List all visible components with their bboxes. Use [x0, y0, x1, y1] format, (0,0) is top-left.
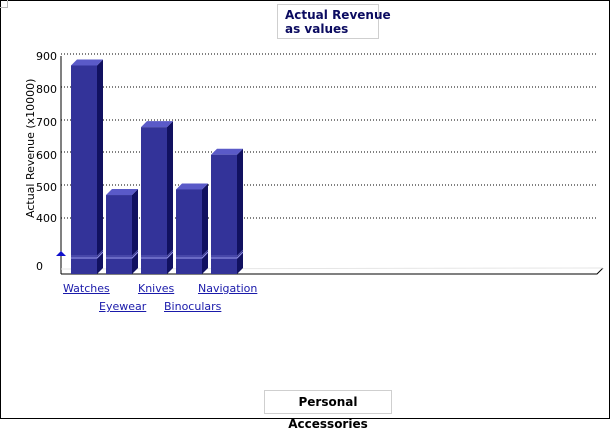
chart-title-box: Actual Revenue as values: [277, 4, 391, 39]
y-tick-label: 900: [36, 50, 57, 63]
bar: [176, 189, 202, 274]
bar-side: [237, 148, 243, 274]
bar: [106, 195, 132, 274]
bar: [141, 127, 167, 274]
bar-top: [106, 189, 138, 196]
bar-break-line: [106, 249, 139, 257]
bar-break-line: [71, 251, 104, 259]
category-link-watches[interactable]: Watches: [63, 282, 110, 295]
bar: [211, 154, 237, 274]
category-link-knives[interactable]: Knives: [138, 282, 175, 295]
bar-break-line: [176, 251, 209, 259]
x-axis-line: [61, 267, 604, 275]
chart-title-line-1: Actual Revenue: [285, 8, 391, 22]
bar-side: [97, 59, 103, 275]
bar-break-line: [141, 249, 174, 257]
chart-title-line-2: as values: [285, 22, 349, 36]
y-tick-label: 500: [36, 181, 57, 194]
bar-top: [71, 59, 103, 66]
bar-break-line: [211, 251, 244, 259]
bar: [71, 65, 97, 274]
bar-break-line: [106, 251, 139, 259]
y-tick-label: 400: [36, 212, 57, 225]
bar-side: [202, 183, 208, 274]
category-link-navigation[interactable]: Navigation: [198, 282, 258, 295]
bar-break-line: [141, 251, 174, 259]
bar-top: [176, 183, 208, 190]
bar-top: [211, 148, 243, 155]
corner-marker: [0, 0, 8, 8]
bar-top: [141, 121, 173, 128]
category-link-binoculars[interactable]: Binoculars: [164, 300, 222, 313]
bar-break-line: [176, 249, 209, 257]
y-tick-label: 800: [36, 83, 57, 96]
bar-side: [132, 189, 138, 274]
bar-side: [167, 121, 173, 274]
chart-footer: Personal Accessories: [264, 390, 392, 431]
axis-break-marker: [56, 251, 66, 256]
y-tick-label: 0: [36, 260, 43, 273]
bar-break-line: [211, 249, 244, 257]
category-link-eyewear[interactable]: Eyewear: [99, 300, 147, 313]
bar-chart: 900 800 700 600 500 400 0: [36, 50, 604, 275]
y-tick-label: 700: [36, 116, 57, 129]
y-tick-label: 600: [36, 149, 57, 162]
bar-break-line: [71, 249, 104, 257]
